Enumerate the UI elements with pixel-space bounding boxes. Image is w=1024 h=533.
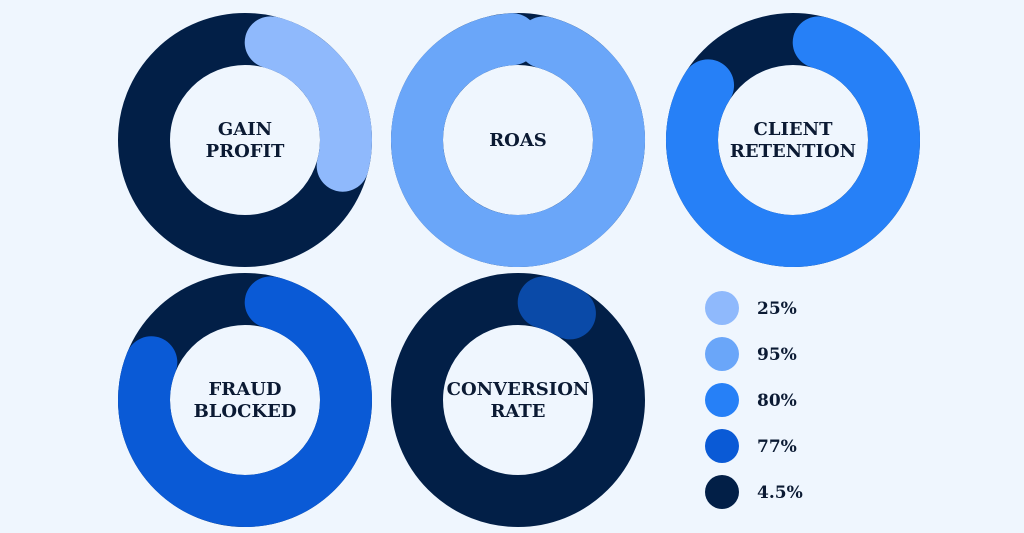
donut-1: ROAS [391, 13, 645, 267]
legend-item: 77% [705, 429, 797, 463]
legend-item: 95% [705, 337, 797, 371]
legend: 25% 95% 80% 77% 4.5% [705, 291, 803, 509]
donut-value-arc [244, 16, 372, 192]
donut-label-line: BLOCKED [194, 401, 297, 422]
legend-item: 80% [705, 383, 797, 417]
donut-label-line: PROFIT [206, 141, 285, 162]
legend-swatch [705, 291, 739, 325]
donut-label-line: CONVERSION [447, 379, 590, 400]
donut-label-line: RETENTION [730, 141, 856, 162]
legend-label: 95% [757, 345, 797, 365]
legend-item: 4.5% [705, 475, 803, 509]
donut-label-line: CLIENT [754, 119, 834, 140]
donut-label-line: RATE [490, 401, 545, 422]
legend-swatch [705, 475, 739, 509]
legend-item: 25% [705, 291, 797, 325]
legend-swatch [705, 337, 739, 371]
donut-value-arc [391, 13, 645, 267]
donut-label-line: GAIN [218, 119, 272, 140]
legend-label: 77% [757, 437, 797, 457]
legend-label: 80% [757, 391, 797, 411]
donut-label-line: ROAS [489, 130, 547, 151]
legend-swatch [705, 383, 739, 417]
donut-value-arc [517, 276, 596, 340]
donut-value-arc [666, 16, 920, 267]
legend-label: 4.5% [757, 483, 803, 503]
donut-value-arc [118, 276, 372, 527]
donut-label-line: FRAUD [208, 379, 281, 400]
legend-label: 25% [757, 299, 797, 319]
legend-swatch [705, 429, 739, 463]
